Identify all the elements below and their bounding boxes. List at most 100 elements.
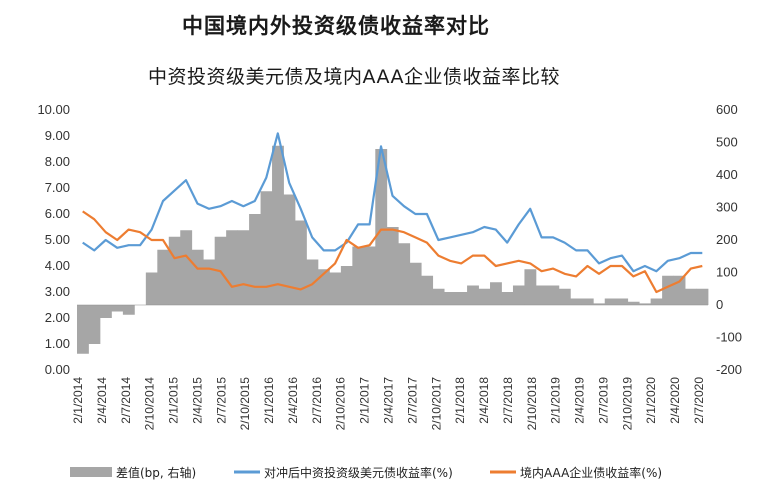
y-left-tick-label: 7.00 <box>45 180 70 195</box>
spread-bar <box>627 301 640 305</box>
y-right-tick-label: 300 <box>716 200 738 215</box>
y-left-tick-label: 5.00 <box>45 232 70 247</box>
x-tick-label: 2/4/2019 <box>573 377 587 424</box>
spread-bar <box>547 285 560 305</box>
spread-bar <box>249 214 261 305</box>
spread-bar <box>157 249 170 305</box>
y-right-tick-label: -200 <box>716 362 742 377</box>
x-tick-label: 2/1/2019 <box>549 377 563 424</box>
spread-bar <box>398 243 411 305</box>
spread-bar <box>294 220 307 305</box>
spread-bar <box>685 288 697 305</box>
y-right-tick-label: 0 <box>716 297 723 312</box>
y-left-tick-label: 4.00 <box>45 258 70 273</box>
x-tick-label: 2/4/2020 <box>668 377 682 424</box>
x-tick-label: 2/1/2017 <box>358 377 372 424</box>
spread-bar <box>272 145 284 305</box>
spread-bar <box>696 288 709 305</box>
spread-bar <box>512 285 525 305</box>
spread-bar <box>168 236 181 305</box>
legend-label: 境内AAA企业债收益率(%) <box>520 465 662 480</box>
spread-bar <box>581 298 594 305</box>
x-tick-label: 2/4/2014 <box>95 377 109 424</box>
spread-bar <box>616 298 629 305</box>
spread-bar <box>444 292 456 305</box>
spread-bar <box>340 266 353 305</box>
y-right-tick-label: 200 <box>716 232 738 247</box>
y-left-tick-label: 0.00 <box>45 362 70 377</box>
x-tick-label: 2/7/2020 <box>692 377 706 424</box>
x-tick-label: 2/10/2016 <box>334 377 348 431</box>
spread-bar <box>145 272 158 305</box>
legend-label: 差值(bp, 右轴) <box>116 465 196 480</box>
x-tick-label: 2/10/2018 <box>525 377 539 431</box>
chart-title: 中国境内外投资级债收益率对比 <box>182 14 490 38</box>
x-tick-label: 2/1/2014 <box>71 377 85 424</box>
legend-label: 对冲后中资投资级美元债收益率(%) <box>264 465 453 480</box>
spread-bar <box>99 305 112 318</box>
x-tick-label: 2/4/2017 <box>382 377 396 424</box>
y-left-tick-label: 10.00 <box>37 102 70 117</box>
x-tick-label: 2/1/2016 <box>262 377 276 424</box>
y-left-tick-label: 1.00 <box>45 336 70 351</box>
spread-bar <box>88 305 101 344</box>
x-tick-label: 2/1/2018 <box>453 377 467 424</box>
x-tick-label: 2/1/2020 <box>644 377 658 424</box>
y-right-tick-label: 400 <box>716 167 738 182</box>
spread-bar <box>535 285 548 305</box>
spread-bar <box>604 298 617 305</box>
spread-bar <box>329 272 342 305</box>
y-right-tick-label: 100 <box>716 265 738 280</box>
x-tick-label: 2/10/2014 <box>143 377 157 431</box>
x-tick-label: 2/10/2019 <box>620 377 634 431</box>
spread-bar <box>375 149 388 305</box>
y-right-tick-label: -100 <box>716 330 742 345</box>
spread-bar <box>283 194 296 305</box>
spread-bar <box>180 230 193 305</box>
spread-bar <box>467 285 479 305</box>
spread-bar <box>352 246 365 305</box>
x-tick-label: 2/10/2015 <box>238 377 252 431</box>
y-left-tick-label: 8.00 <box>45 154 70 169</box>
spread-bar <box>501 292 514 305</box>
spread-bar <box>226 230 239 305</box>
spread-bar <box>662 275 674 305</box>
spread-bar <box>593 303 606 306</box>
y-left-tick-label: 3.00 <box>45 284 70 299</box>
aaa-bond-yield-line <box>82 210 703 294</box>
spread-bar <box>558 288 571 305</box>
y-right-tick-label: 500 <box>716 135 738 150</box>
spread-bar <box>455 292 468 305</box>
x-tick-label: 2/7/2015 <box>214 377 228 424</box>
x-tick-label: 2/4/2015 <box>190 377 204 424</box>
x-tick-label: 2/10/2017 <box>429 377 443 431</box>
y-left-tick-label: 9.00 <box>45 128 70 143</box>
spread-bar <box>191 249 204 305</box>
legend-swatch-spread <box>70 467 112 477</box>
spread-bar <box>386 227 399 305</box>
x-tick-label: 2/4/2016 <box>286 377 300 424</box>
spread-bar <box>639 303 652 306</box>
spread-bar <box>490 282 502 305</box>
x-tick-label: 2/7/2019 <box>597 377 611 424</box>
spread-bar <box>363 246 376 305</box>
spread-bar <box>524 269 537 305</box>
y-left-tick-label: 2.00 <box>45 310 70 325</box>
x-tick-label: 2/7/2016 <box>310 377 324 424</box>
x-tick-label: 2/1/2015 <box>167 377 181 424</box>
spread-bar <box>673 275 686 305</box>
spread-bar <box>203 259 216 305</box>
y-left-tick-label: 6.00 <box>45 206 70 221</box>
x-tick-label: 2/7/2018 <box>501 377 515 424</box>
spread-bar <box>421 275 434 305</box>
spread-bar <box>650 298 663 305</box>
x-tick-label: 2/7/2017 <box>405 377 419 424</box>
spread-bar <box>306 259 319 305</box>
spread-bar <box>409 262 422 305</box>
spread-bar <box>237 230 250 305</box>
spread-bar <box>77 305 89 354</box>
x-tick-label: 2/4/2018 <box>477 377 491 424</box>
usd-bond-yield-line <box>82 132 703 273</box>
x-tick-label: 2/7/2014 <box>119 377 133 424</box>
